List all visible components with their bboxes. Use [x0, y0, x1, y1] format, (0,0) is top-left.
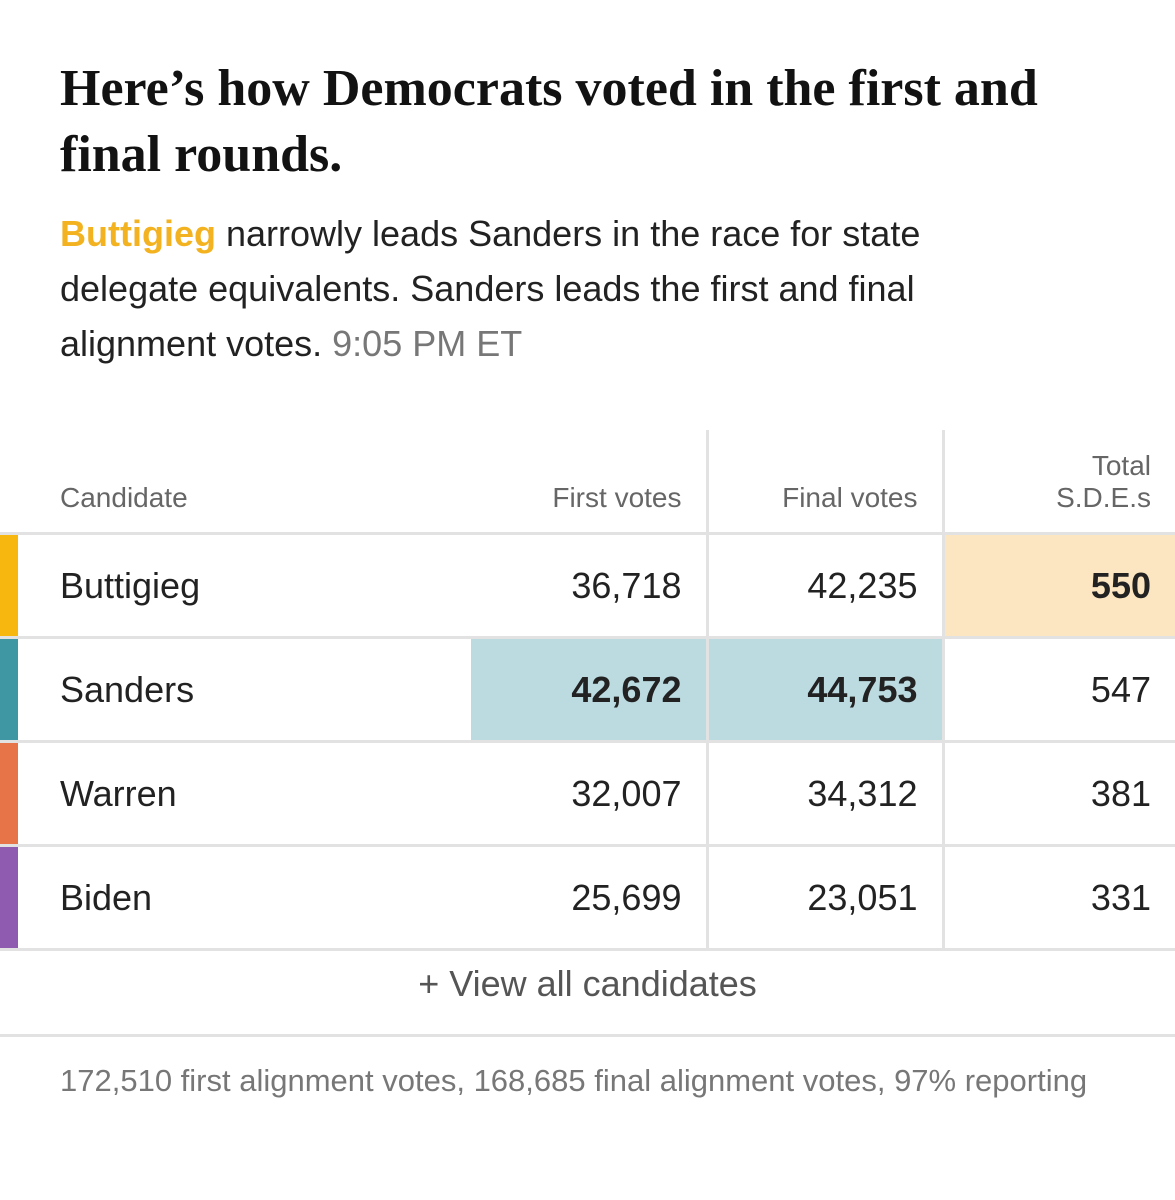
- first-votes-cell: 42,672: [471, 637, 707, 743]
- leader-name: Buttigieg: [60, 213, 216, 254]
- candidate-cell: Biden: [0, 845, 471, 951]
- sde-cell: 331: [941, 845, 1175, 951]
- candidate-name: Buttigieg: [60, 564, 201, 606]
- table-row: Sanders 42,672 44,753 547: [0, 637, 1175, 743]
- reporting-footnote: 172,510 first alignment votes, 168,685 f…: [60, 1063, 1088, 1098]
- candidate-color-swatch: [0, 743, 18, 844]
- sde-cell: 550: [941, 533, 1175, 639]
- candidate-name: Warren: [60, 772, 177, 814]
- view-all-candidates-button[interactable]: + View all candidates: [0, 934, 1175, 1037]
- table-row: Biden 25,699 23,051 331: [0, 845, 1175, 951]
- sde-cell: 547: [941, 637, 1175, 743]
- final-votes-cell: 23,051: [705, 845, 943, 951]
- timestamp: 9:05 PM ET: [332, 323, 523, 364]
- table-row: Buttigieg 36,718 42,235 550: [0, 533, 1175, 639]
- summary-text: Buttigieg narrowly leads Sanders in the …: [60, 206, 1060, 371]
- sde-cell: 381: [941, 741, 1175, 847]
- candidate-cell: Buttigieg: [0, 533, 471, 639]
- candidate-color-swatch: [0, 847, 18, 948]
- table-row: Warren 32,007 34,312 381: [0, 741, 1175, 847]
- first-votes-cell: 25,699: [471, 845, 707, 951]
- column-header-candidate: Candidate: [0, 430, 471, 535]
- final-votes-cell: 42,235: [705, 533, 943, 639]
- candidate-cell: Sanders: [0, 637, 471, 743]
- table-header-row: Candidate First votes Final votes Total S…: [0, 430, 1175, 535]
- column-header-total-sdes-line2: S.D.E.s: [1056, 482, 1151, 513]
- candidate-color-swatch: [0, 639, 18, 740]
- final-votes-cell: 34,312: [705, 741, 943, 847]
- final-votes-cell: 44,753: [705, 637, 943, 743]
- candidate-color-swatch: [0, 535, 18, 636]
- results-table: Candidate First votes Final votes Total S…: [0, 430, 1175, 951]
- first-votes-cell: 32,007: [471, 741, 707, 847]
- column-header-first-votes: First votes: [471, 430, 707, 535]
- candidate-name: Sanders: [60, 668, 195, 710]
- column-header-total-sdes-line1: Total: [1091, 450, 1151, 481]
- column-header-total-sdes: Total S.D.E.s: [941, 430, 1175, 535]
- summary-body: narrowly leads Sanders in the race for s…: [60, 213, 921, 364]
- candidate-cell: Warren: [0, 741, 471, 847]
- candidate-name: Biden: [60, 876, 153, 918]
- first-votes-cell: 36,718: [471, 533, 707, 639]
- headline: Here’s how Democrats voted in the first …: [60, 60, 1038, 183]
- column-header-final-votes: Final votes: [705, 430, 943, 535]
